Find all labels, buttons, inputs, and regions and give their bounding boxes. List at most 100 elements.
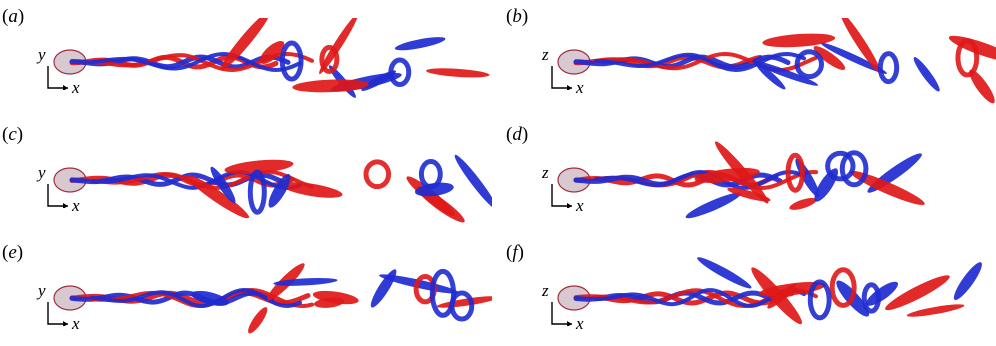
vortex-field <box>556 136 996 226</box>
paren-close: ) <box>521 124 529 145</box>
negative-vortex-blob <box>820 42 887 74</box>
horizontal-axis-label: x <box>576 196 584 215</box>
vortex-structures <box>53 18 490 98</box>
paren-open: ( <box>506 242 513 263</box>
panel-letter: b <box>512 6 522 27</box>
vortex-field <box>52 18 492 108</box>
vortex-structures <box>557 18 996 104</box>
positive-vortex-blob <box>849 170 925 205</box>
negative-vortex-blob <box>394 37 446 51</box>
axis-triad: z x <box>532 46 584 102</box>
negative-vortex-blob <box>751 60 819 86</box>
panel-d: (d) z x <box>504 118 994 228</box>
axis-arrows-icon <box>47 184 68 208</box>
negative-vortex-loop <box>429 268 457 318</box>
positive-vortex-blob <box>186 174 250 219</box>
paren-open: ( <box>506 6 513 27</box>
vortex-structures <box>557 141 925 219</box>
negative-vortex-loop <box>388 57 412 88</box>
axis-arrows-icon <box>551 302 572 326</box>
positive-vortex-blob <box>319 18 358 75</box>
panel-label: (b) <box>506 6 528 28</box>
paren-close: ) <box>16 124 24 145</box>
negative-vortex-loop <box>247 169 267 215</box>
vortex-field <box>52 254 492 344</box>
negative-vortex-tube <box>594 51 806 73</box>
positive-vortex-blob <box>426 68 490 78</box>
negative-vortex-blob <box>210 166 236 204</box>
positive-vortex-blob <box>789 197 817 210</box>
vortex-field <box>52 136 492 226</box>
negative-vortex-tube <box>90 51 302 73</box>
positive-vortex-blob <box>969 69 995 104</box>
axis-triad: y x <box>28 46 80 102</box>
vortex-structures <box>53 154 492 223</box>
positive-vortex-loop <box>829 267 857 308</box>
positive-vortex-blob <box>727 187 771 202</box>
horizontal-axis-label: x <box>576 78 584 97</box>
positive-vortex-blob <box>694 167 760 184</box>
vortex-field <box>556 18 996 108</box>
positive-vortex-blob <box>259 40 285 64</box>
vertical-axis-label: y <box>38 281 46 300</box>
positive-vortex-blob <box>762 33 836 48</box>
panel-f: (f) z x <box>504 236 994 346</box>
negative-vortex-loop <box>825 150 856 182</box>
panel-a: (a) y x <box>0 0 490 110</box>
vertical-axis-label: y <box>38 163 46 182</box>
paren-close: ) <box>17 6 25 27</box>
panel-letter: f <box>512 242 518 263</box>
paren-open: ( <box>2 6 9 27</box>
panel-label: (d) <box>506 124 528 146</box>
negative-vortex-loop <box>861 282 882 314</box>
horizontal-axis-label: x <box>576 314 584 333</box>
negative-vortex-blob <box>454 154 492 210</box>
paren-open: ( <box>2 242 9 263</box>
panel-b: (b) z x <box>504 0 996 110</box>
negative-vortex-blob <box>191 290 229 306</box>
vortex-field <box>556 254 996 344</box>
negative-vortex-loop <box>807 279 832 321</box>
negative-vortex-blob <box>685 192 741 219</box>
horizontal-axis-label: x <box>72 196 80 215</box>
panel-letter: e <box>8 242 17 263</box>
paren-close: ) <box>16 242 24 263</box>
panel-label: (f) <box>506 242 524 264</box>
positive-vortex-blob <box>436 296 492 308</box>
positive-vortex-blob <box>759 281 826 297</box>
horizontal-axis-label: x <box>72 314 80 333</box>
axis-arrows-icon <box>551 184 572 208</box>
negative-vortex-loop <box>418 158 443 190</box>
axis-triad: y x <box>28 281 80 338</box>
positive-vortex-blob <box>313 297 345 308</box>
positive-vortex-blob <box>224 159 294 175</box>
paren-close: ) <box>521 6 529 27</box>
negative-vortex-blob <box>953 262 982 300</box>
vortex-structures <box>557 257 982 325</box>
positive-vortex-blob <box>292 79 369 93</box>
negative-vortex-blob <box>370 269 397 308</box>
axis-arrows-icon <box>47 302 68 326</box>
negative-vortex-blob <box>755 62 786 90</box>
panel-label: (e) <box>2 242 23 264</box>
paren-open: ( <box>506 124 513 145</box>
negative-vortex-blob <box>273 278 338 286</box>
vortex-structures <box>53 263 492 334</box>
positive-vortex-loop <box>363 159 392 190</box>
negative-vortex-blob <box>268 173 291 208</box>
positive-vortex-loop <box>785 152 805 193</box>
negative-vortex-blob <box>361 70 396 91</box>
panel-letter: d <box>512 124 522 145</box>
panel-c: (c) y x <box>0 118 492 228</box>
positive-vortex-blob <box>948 35 996 62</box>
positive-vortex-blob <box>220 18 271 71</box>
positive-vortex-blob <box>885 275 950 311</box>
panel-letter: c <box>8 124 17 145</box>
panel-letter: a <box>8 6 18 27</box>
negative-vortex-loop <box>877 51 900 85</box>
positive-vortex-blob <box>281 182 343 198</box>
panel-label: (a) <box>2 6 24 28</box>
negative-vortex-tube <box>594 169 806 191</box>
axis-arrows-icon <box>551 66 572 90</box>
